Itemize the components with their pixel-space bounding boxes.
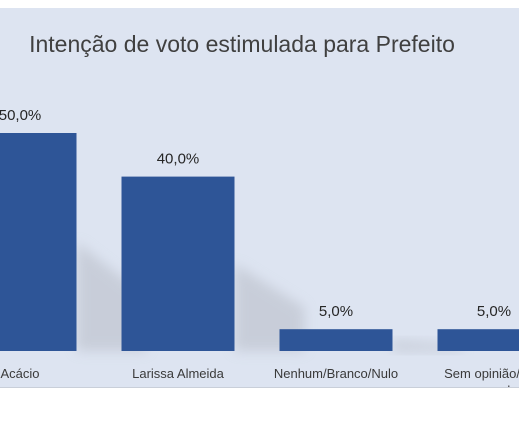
category-labels: Acácio Larissa Almeida Nenhum/Branco/Nulo S… <box>0 366 519 388</box>
category-label: Acácio <box>0 366 39 381</box>
bar <box>0 133 77 351</box>
category-label: Sem opinião/Nãorespondeu <box>444 366 519 388</box>
bar-chart: 50,0% 40,0% 5,0% 5,0% Acácio Larissa Almeida… <box>0 31 519 388</box>
chart-title: Intenção de voto estimulada para Prefeit… <box>29 31 455 57</box>
data-label: 50,0% <box>0 107 41 124</box>
bar <box>279 329 393 351</box>
data-label: 40,0% <box>157 151 200 168</box>
data-label: 5,0% <box>477 303 511 320</box>
data-labels: 50,0% 40,0% 5,0% 5,0% <box>0 107 511 320</box>
data-label: 5,0% <box>319 303 353 320</box>
category-label: Nenhum/Branco/Nulo <box>274 366 398 381</box>
category-label: Larissa Almeida <box>132 366 225 381</box>
chart-area: 50,0% 40,0% 5,0% 5,0% Acácio Larissa Almeida… <box>0 8 519 388</box>
bars <box>0 133 519 351</box>
bar <box>437 329 519 351</box>
bar <box>121 176 235 351</box>
